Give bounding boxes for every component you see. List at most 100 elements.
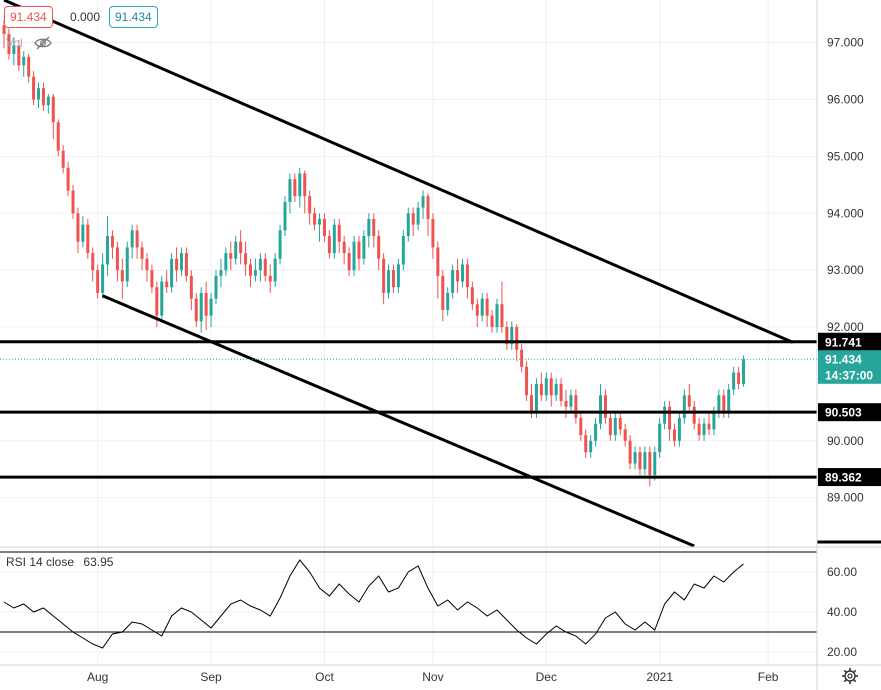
- candle-body: [86, 224, 90, 254]
- candle-body: [283, 201, 287, 231]
- candle-body: [332, 224, 336, 254]
- candle-body: [249, 264, 252, 276]
- rsi-line[interactable]: [3, 559, 744, 649]
- rsi-pane[interactable]: [0, 551, 817, 649]
- candle-body: [194, 298, 198, 322]
- candle-body: [224, 253, 228, 271]
- time-tick-label: Feb: [758, 670, 779, 684]
- candle-body: [337, 224, 341, 242]
- candle-body: [318, 218, 322, 225]
- time-tick-label: Oct: [315, 670, 334, 684]
- candle-body: [51, 96, 55, 123]
- candle-body: [101, 264, 105, 293]
- candle-body: [475, 304, 479, 316]
- candle-body: [120, 270, 124, 282]
- eye-slash-icon[interactable]: [34, 36, 52, 50]
- candle-body: [150, 270, 154, 288]
- candle-body: [61, 150, 65, 168]
- candle-body: [608, 418, 612, 436]
- candle-body: [539, 383, 543, 396]
- candle-body: [569, 395, 573, 407]
- legend-change: 0.000: [70, 10, 101, 24]
- candle-body: [559, 383, 563, 401]
- candle-body: [668, 406, 672, 430]
- candle-body: [96, 270, 100, 293]
- price-label-bg: [818, 468, 881, 487]
- rsi-legend: RSI 14 close 63.95: [6, 555, 119, 569]
- candle-body: [441, 275, 445, 310]
- candle-body: [653, 452, 657, 475]
- candle-body: [702, 423, 706, 436]
- candle-body: [707, 423, 711, 430]
- candle-body: [638, 452, 642, 470]
- candle-body: [17, 45, 21, 66]
- candle-body: [564, 400, 568, 407]
- candle-body: [204, 292, 208, 316]
- volume-label: Vol: [6, 36, 23, 50]
- candle-body: [495, 304, 499, 328]
- candle-body: [199, 292, 203, 322]
- candle-body: [465, 264, 469, 288]
- candle-body: [613, 418, 617, 436]
- time-tick-label: Sep: [200, 670, 222, 684]
- candle-body: [525, 366, 529, 396]
- price-pane[interactable]: [2, 19, 746, 487]
- price-label-text: 90.503: [825, 406, 862, 420]
- candle-body: [470, 287, 474, 305]
- candle-body: [140, 247, 144, 259]
- trendline[interactable]: [102, 294, 695, 548]
- candle-body: [599, 395, 603, 424]
- drawing-lines[interactable]: [0, 0, 881, 548]
- candle-body: [12, 45, 16, 55]
- candle-body: [589, 440, 593, 453]
- candle-body: [298, 173, 302, 197]
- candle-body: [322, 218, 326, 237]
- candle-body: [37, 88, 41, 100]
- price-label-text: 91.434: [825, 353, 862, 367]
- candle-body: [179, 253, 183, 271]
- candle-body: [579, 418, 583, 436]
- price-label-text: 91.741: [825, 335, 862, 349]
- candle-body: [234, 241, 238, 259]
- trendline[interactable]: [3, 0, 794, 344]
- candle-body: [229, 253, 233, 259]
- candle-body: [27, 56, 31, 77]
- candle-body: [396, 264, 400, 288]
- candle-body: [362, 236, 366, 259]
- candle-body: [377, 236, 381, 259]
- candle-body: [2, 25, 6, 35]
- candle-body: [460, 264, 464, 282]
- candle-body: [416, 207, 420, 225]
- candle-body: [732, 372, 736, 390]
- candle-body: [170, 258, 174, 288]
- gear-icon[interactable]: [840, 666, 860, 686]
- candle-body: [515, 327, 519, 350]
- candle-body: [115, 247, 119, 271]
- candle-body: [273, 258, 277, 282]
- candle-body: [209, 298, 213, 316]
- price-tick-label: 97.000: [827, 36, 864, 50]
- candle-body: [648, 452, 652, 475]
- candle-body: [184, 253, 188, 276]
- price-tick-label: 93.000: [827, 263, 864, 277]
- price-label-bg: [818, 332, 881, 351]
- price-label-bg: [818, 365, 881, 384]
- candle-body: [106, 236, 110, 265]
- candle-body: [697, 423, 701, 436]
- candle-body: [500, 304, 504, 328]
- candle-body: [549, 378, 553, 396]
- candle-body: [663, 406, 667, 424]
- price-label-bg: [818, 350, 881, 369]
- candle-body: [288, 179, 292, 202]
- candle-body: [510, 327, 514, 345]
- candle-body: [717, 395, 721, 413]
- rsi-legend-value: 63.95: [83, 555, 114, 569]
- candle-body: [618, 418, 622, 430]
- price-label-bg: [818, 403, 881, 422]
- candle-body: [628, 440, 632, 464]
- candle-body: [352, 241, 356, 271]
- candle-body: [81, 224, 85, 242]
- candle-body: [155, 287, 159, 316]
